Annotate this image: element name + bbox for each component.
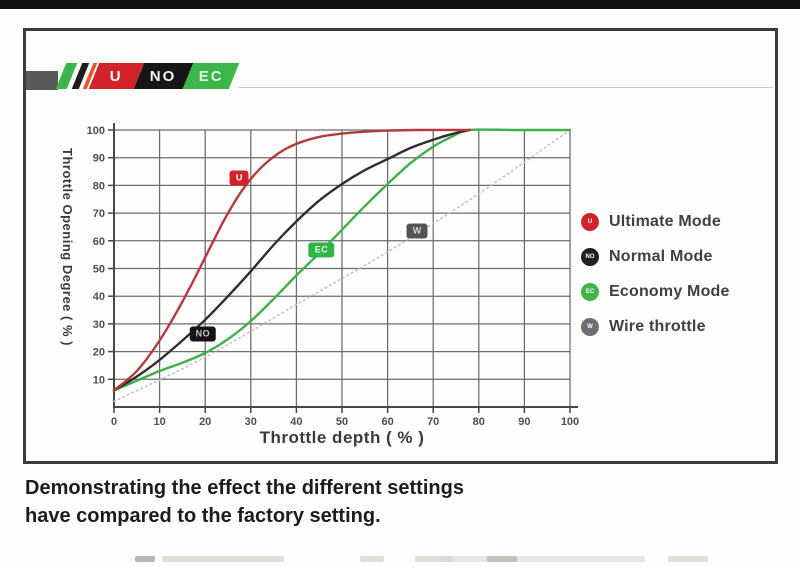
curve-badge-normal-label: NO bbox=[195, 328, 211, 339]
svg-text:30: 30 bbox=[245, 416, 257, 428]
curve-badge-normal: NO bbox=[189, 326, 217, 342]
svg-text:10: 10 bbox=[153, 416, 165, 428]
bottom-artifact-strip bbox=[0, 556, 800, 564]
svg-text:60: 60 bbox=[381, 416, 393, 428]
bottom-artifact bbox=[135, 556, 155, 562]
svg-text:20: 20 bbox=[199, 416, 211, 428]
legend-item-ultimate: U Ultimate Mode bbox=[581, 204, 730, 239]
svg-text:10: 10 bbox=[93, 374, 105, 386]
ribbon-rule-line bbox=[238, 87, 773, 88]
legend-label-wire: Wire throttle bbox=[609, 317, 706, 335]
svg-text:50: 50 bbox=[336, 416, 348, 428]
curve-badge-ultimate: U bbox=[229, 170, 249, 186]
brand-badge-ultimate-label: U bbox=[110, 67, 123, 85]
svg-text:90: 90 bbox=[518, 416, 530, 428]
ultimate-mode-marker-icon: U bbox=[581, 212, 599, 231]
caption-line-2: have compared to the factory setting. bbox=[25, 505, 381, 527]
caption-text: Demonstrating the effect the different s… bbox=[25, 474, 464, 530]
legend-item-economy: EC Economy Mode bbox=[581, 274, 730, 309]
normal-mode-marker-icon: NO bbox=[581, 247, 599, 266]
curve-badge-economy-label: EC bbox=[314, 244, 329, 255]
curve-badge-wire: W bbox=[406, 223, 428, 239]
curve-badge-wire-label: W bbox=[412, 225, 422, 236]
svg-text:100: 100 bbox=[87, 125, 105, 137]
svg-text:0: 0 bbox=[111, 416, 117, 428]
legend-label-ultimate: Ultimate Mode bbox=[609, 212, 721, 230]
bottom-artifact bbox=[668, 556, 708, 562]
y-axis-label: Throttle Opening Degree ( % ) bbox=[60, 148, 75, 346]
svg-text:40: 40 bbox=[290, 416, 302, 428]
svg-text:80: 80 bbox=[93, 180, 105, 192]
chart-legend: U Ultimate Mode NO Normal Mode EC Econom… bbox=[581, 204, 730, 344]
bottom-artifact bbox=[440, 556, 645, 562]
legend-item-wire: W Wire throttle bbox=[581, 309, 730, 344]
top-black-bar bbox=[0, 0, 800, 9]
caption-line-1: Demonstrating the effect the different s… bbox=[25, 477, 464, 499]
economy-mode-marker-icon: EC bbox=[581, 282, 599, 301]
curve-badge-economy: EC bbox=[308, 242, 335, 258]
svg-text:20: 20 bbox=[93, 347, 105, 359]
svg-text:100: 100 bbox=[561, 416, 579, 428]
legend-label-economy: Economy Mode bbox=[609, 282, 730, 300]
svg-text:70: 70 bbox=[427, 416, 439, 428]
svg-text:30: 30 bbox=[93, 319, 105, 331]
brand-ribbon-bar bbox=[26, 71, 58, 90]
bottom-artifact bbox=[162, 556, 284, 562]
bottom-artifact bbox=[487, 556, 517, 562]
bottom-artifact bbox=[360, 556, 384, 562]
brand-badge-normal-label: NO bbox=[150, 67, 177, 85]
legend-label-normal: Normal Mode bbox=[609, 247, 713, 265]
chart-frame bbox=[23, 28, 778, 464]
legend-item-normal: NO Normal Mode bbox=[581, 239, 730, 274]
wire-throttle-marker-icon: W bbox=[581, 317, 599, 336]
brand-badge-economy-label: EC bbox=[198, 67, 224, 85]
svg-text:40: 40 bbox=[93, 291, 105, 303]
svg-text:70: 70 bbox=[93, 208, 105, 220]
svg-text:60: 60 bbox=[93, 236, 105, 248]
bottom-artifact bbox=[415, 556, 453, 562]
curve-badge-ultimate-label: U bbox=[235, 172, 243, 183]
x-axis-label: Throttle depth ( % ) bbox=[259, 428, 425, 447]
svg-text:80: 80 bbox=[473, 416, 485, 428]
svg-text:90: 90 bbox=[93, 153, 105, 165]
svg-text:50: 50 bbox=[93, 264, 105, 276]
